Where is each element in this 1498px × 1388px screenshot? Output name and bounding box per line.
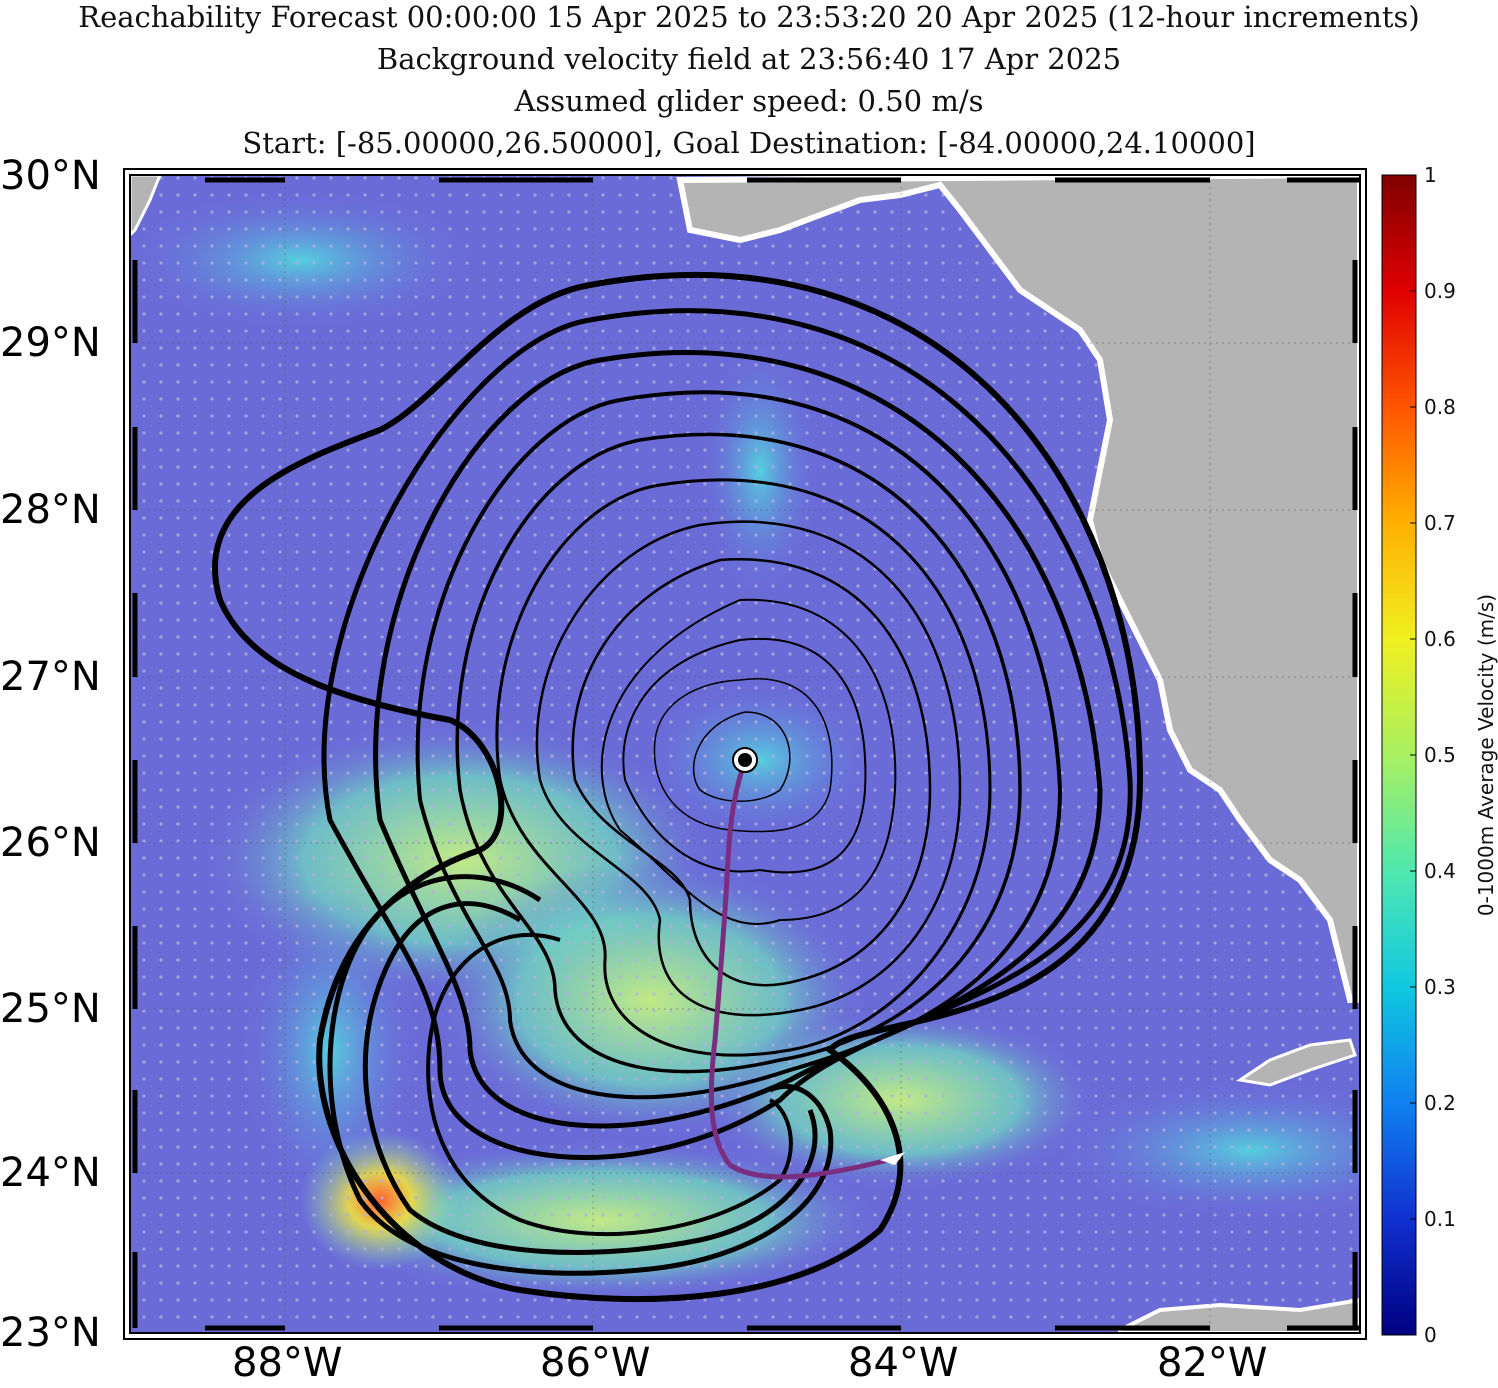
lat-label-23: 23°N [0,1310,101,1356]
colorbar-tick-0.1: 0.1 [1424,1207,1456,1231]
contour-lobe-3 [426,933,793,1237]
land-cuba [1118,1297,1360,1333]
colorbar-tick-0.7: 0.7 [1424,511,1456,535]
lat-label-25: 25°N [0,986,101,1032]
contour-lobe-1 [327,874,834,1276]
lat-label-26: 26°N [0,820,101,866]
contour-6 [535,520,962,1017]
lon-label-84w: 84°W [848,1340,959,1386]
contour-10 [373,350,1103,1129]
map-frame [123,168,1367,1340]
land-florida-keys [1236,1038,1357,1087]
start-marker-dot [738,753,752,767]
contour-11 [321,308,1133,1160]
contour-9 [415,390,1063,1100]
glider-path [708,759,901,1180]
colorbar-tick-0.5: 0.5 [1424,743,1456,767]
colorbar-tick-0.4: 0.4 [1424,859,1456,883]
land-florida [676,175,1360,1003]
colorbar [1381,174,1417,1336]
lat-label-29: 29°N [0,320,101,366]
colorbar-label: 0-1000m Average Velocity (m/s) [1474,593,1498,917]
colorbar-tick-0.6: 0.6 [1424,627,1456,651]
lon-label-88w: 88°W [232,1340,343,1386]
lon-label-82w: 82°W [1157,1340,1268,1386]
lat-label-24: 24°N [0,1150,101,1196]
land-gulf-coast [130,175,162,238]
title-line-1: Reachability Forecast 00:00:00 15 Apr 20… [78,0,1420,34]
contour-8 [455,432,1022,1074]
title-line-2: Background velocity field at 23:56:40 17… [376,42,1122,76]
contour-4 [600,598,897,925]
colorbar-tick-1: 1 [1424,163,1437,187]
map-area [130,175,1360,1333]
reachability-contours [211,272,1144,1303]
contour-7 [495,478,992,1057]
colorbar-tick-0.3: 0.3 [1424,975,1456,999]
title-line-3: Assumed glider speed: 0.50 m/s [514,84,984,118]
contour-lobe-2 [362,901,818,1255]
lon-label-86w: 86°W [540,1340,651,1386]
lat-label-27: 27°N [0,654,101,700]
colorbar-tick-0.2: 0.2 [1424,1091,1456,1115]
contour-1 [692,711,791,802]
lat-label-30: 30°N [0,153,101,199]
colorbar-tick-0.9: 0.9 [1424,279,1456,303]
colorbar-tick-0: 0 [1424,1323,1437,1347]
colorbar-tick-0.8: 0.8 [1424,395,1456,419]
contour-3 [622,637,867,874]
contour-5 [571,558,932,987]
goal-marker [880,1152,905,1165]
title-line-4: Start: [-85.00000,26.50000], Goal Destin… [242,126,1256,160]
lat-label-28: 28°N [0,487,101,533]
